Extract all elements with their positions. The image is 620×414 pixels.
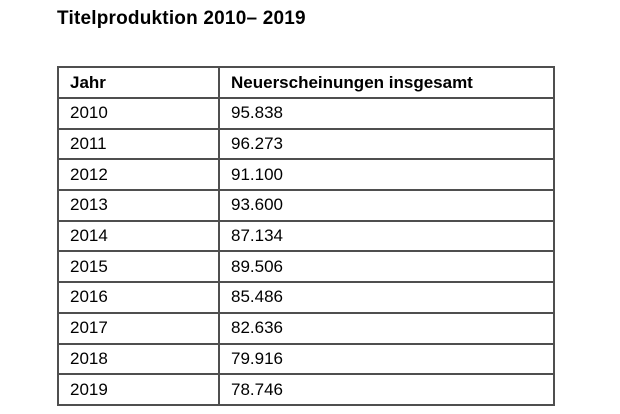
cell-jahr: 2010: [57, 97, 220, 130]
table-row: 2013 93.600: [57, 189, 555, 222]
table-row: 2010 95.838: [57, 97, 555, 130]
cell-wert: 78.746: [218, 373, 555, 406]
cell-wert: 79.916: [218, 342, 555, 376]
cell-jahr: 2019: [57, 373, 220, 406]
cell-wert: 82.636: [218, 311, 555, 345]
column-header-jahr: Jahr: [57, 66, 220, 99]
cell-jahr: 2015: [57, 250, 220, 284]
cell-jahr: 2013: [57, 189, 220, 222]
cell-wert: 96.273: [218, 127, 555, 161]
cell-jahr: 2014: [57, 219, 220, 253]
cell-jahr: 2016: [57, 281, 220, 314]
cell-jahr: 2018: [57, 342, 220, 376]
cell-wert: 85.486: [218, 281, 555, 314]
cell-wert: 91.100: [218, 158, 555, 192]
table-row: 2014 87.134: [57, 219, 555, 253]
cell-wert: 89.506: [218, 250, 555, 284]
page-title: Titelproduktion 2010– 2019: [57, 8, 306, 29]
cell-jahr: 2017: [57, 311, 220, 345]
table-row: 2015 89.506: [57, 250, 555, 284]
cell-wert: 87.134: [218, 219, 555, 253]
cell-wert: 95.838: [218, 97, 555, 130]
table-row: 2018 79.916: [57, 342, 555, 376]
table-header-row: Jahr Neuerscheinungen insgesamt: [57, 66, 555, 99]
title-production-table: Jahr Neuerscheinungen insgesamt 2010 95.…: [57, 66, 555, 406]
cell-wert: 93.600: [218, 189, 555, 222]
table-row: 2016 85.486: [57, 281, 555, 314]
table-row: 2019 78.746: [57, 373, 555, 406]
cell-jahr: 2012: [57, 158, 220, 192]
table-header: Jahr Neuerscheinungen insgesamt: [57, 66, 555, 99]
table-row: 2012 91.100: [57, 158, 555, 192]
table-body: 2010 95.838 2011 96.273 2012 91.100 2013…: [57, 97, 555, 406]
column-header-neuerscheinungen: Neuerscheinungen insgesamt: [218, 66, 555, 99]
table-row: 2011 96.273: [57, 127, 555, 161]
cell-jahr: 2011: [57, 127, 220, 161]
table-row: 2017 82.636: [57, 311, 555, 345]
